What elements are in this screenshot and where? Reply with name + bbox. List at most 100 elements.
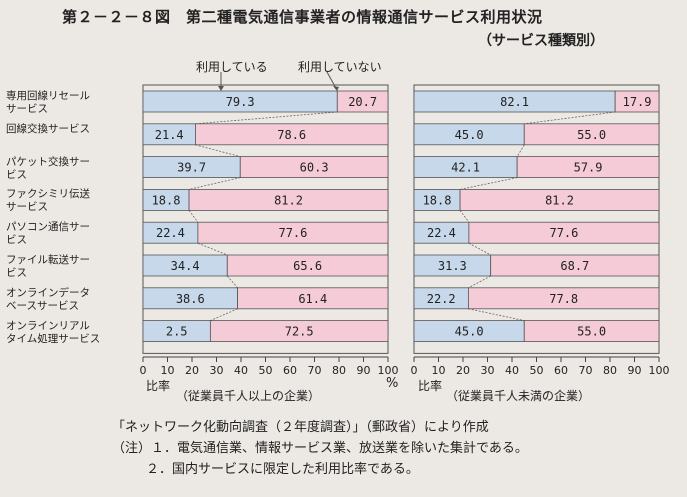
bar-label-used: 21.4 xyxy=(155,128,184,142)
category-label: ファクシミリ伝送 サービス xyxy=(6,188,90,214)
bar-not-used xyxy=(197,221,389,244)
bar-connector xyxy=(524,111,616,125)
bar-connector xyxy=(188,210,199,223)
panel-frame xyxy=(142,84,389,354)
axis-tick-label: 80 xyxy=(603,364,617,377)
bar-label-used: 18.8 xyxy=(423,193,452,207)
category-label: オンラインデータ ベースサービス xyxy=(6,286,90,312)
category-label: パソコン通信サー ビス xyxy=(6,221,90,247)
legend-arrow-used xyxy=(218,86,224,91)
chart-title: 第２－２－８図 第二種電気通信事業者の情報通信サービス利用状況 xyxy=(62,8,543,26)
chart-subtitle: （サービス種類別） xyxy=(478,33,604,49)
bar-not-used xyxy=(468,221,660,244)
axis-tick-label: 90 xyxy=(628,364,642,377)
legend-arrow-not-used xyxy=(333,86,339,91)
axis-tick-label: 20 xyxy=(185,364,199,377)
bar-not-used xyxy=(459,188,660,211)
bar-not-used xyxy=(209,320,389,343)
bar-not-used xyxy=(336,90,389,113)
ratio-label-left: 比率 xyxy=(146,379,171,393)
bar-connector xyxy=(195,144,241,157)
bar-connector xyxy=(516,144,525,157)
axis-tick-label: 70 xyxy=(308,364,322,377)
category-label: パケット交換サー ビス xyxy=(6,155,90,181)
axis-tick-label: 80 xyxy=(332,364,346,377)
bar-label-used: 22.4 xyxy=(156,226,185,240)
source-note: 「ネットワーク化動向調査（２年度調査）」（郵政省）により作成 xyxy=(112,420,489,435)
axis-tick-label: 30 xyxy=(481,364,495,377)
group-label-large: （従業員千人以上の企業） xyxy=(176,389,321,403)
bar-label-not-used: 72.5 xyxy=(285,325,314,339)
bar-label-used: 31.3 xyxy=(438,259,467,273)
axis-tick-label: 0 xyxy=(411,364,418,377)
category-label: 専用回線リセール サービス xyxy=(6,90,90,115)
legend-used: 利用している xyxy=(196,60,268,74)
axis-tick-label: 100 xyxy=(649,364,670,377)
bar-label-not-used: 57.9 xyxy=(574,161,603,175)
bar-connector xyxy=(468,308,525,321)
bar-label-not-used: 81.2 xyxy=(545,193,574,207)
bar-label-not-used: 20.7 xyxy=(348,95,377,109)
bar-label-not-used: 17.9 xyxy=(623,95,652,109)
axis-tick-label: 10 xyxy=(161,364,175,377)
axis-tick-label: 40 xyxy=(505,364,519,377)
axis-tick-label: 50 xyxy=(259,364,273,377)
bar-label-used: 2.5 xyxy=(166,325,188,339)
bar-label-not-used: 77.6 xyxy=(278,226,307,240)
bar-label-not-used: 60.3 xyxy=(300,161,329,175)
axis-tick-label: 60 xyxy=(283,364,297,377)
bar-label-used: 22.4 xyxy=(427,226,456,240)
bar-connector xyxy=(459,177,518,190)
bar-label-not-used: 81.2 xyxy=(274,193,303,207)
bar-label-used: 18.8 xyxy=(152,193,181,207)
bar-not-used xyxy=(490,254,660,277)
bar-connector xyxy=(188,177,241,190)
bar-not-used xyxy=(516,156,660,179)
axis-tick-label: 20 xyxy=(456,364,470,377)
bar-connector xyxy=(197,242,228,256)
axis-tick-label: 30 xyxy=(210,364,224,377)
bar-connector xyxy=(468,242,491,256)
bar-not-used xyxy=(239,156,389,179)
note-1: （注）１．電気通信業、情報サービス業、放送業を除いた集計である。 xyxy=(112,441,528,456)
bar-not-used xyxy=(237,287,389,310)
bar-connector xyxy=(468,275,491,289)
bar-label-used: 45.0 xyxy=(455,325,484,339)
legend-not-used: 利用していない xyxy=(298,60,382,74)
axis-tick-label: 90 xyxy=(357,364,371,377)
axis-tick-label: 10 xyxy=(432,364,446,377)
bar-not-used xyxy=(226,254,389,277)
bar-label-used: 45.0 xyxy=(455,128,484,142)
bar-label-used: 39.7 xyxy=(177,161,206,175)
bar-label-not-used: 55.0 xyxy=(577,325,606,339)
group-label-small: （従業員千人未満の企業） xyxy=(446,389,591,403)
percent-label-left: % xyxy=(386,376,399,391)
bar-label-not-used: 68.7 xyxy=(560,259,589,273)
bar-label-used: 82.1 xyxy=(500,95,529,109)
bar-label-not-used: 77.6 xyxy=(549,226,578,240)
panel-frame xyxy=(413,84,660,354)
category-label: オンラインリアル タイム処理サービス xyxy=(6,319,101,345)
axis-tick-label: 70 xyxy=(579,364,593,377)
axis-tick-label: 100 xyxy=(378,364,399,377)
bar-connector xyxy=(210,308,238,321)
bar-connector xyxy=(195,111,338,125)
bar-not-used xyxy=(523,123,660,146)
bar-not-used xyxy=(195,123,389,146)
bar-label-used: 38.6 xyxy=(176,292,205,306)
bar-not-used xyxy=(523,320,660,343)
bar-label-not-used: 55.0 xyxy=(577,128,606,142)
bar-label-used: 79.3 xyxy=(226,95,255,109)
axis-tick-label: 0 xyxy=(140,364,147,377)
bar-not-used xyxy=(467,287,660,310)
bar-label-used: 22.2 xyxy=(427,292,456,306)
axis-tick-label: 50 xyxy=(530,364,544,377)
bar-label-not-used: 65.6 xyxy=(293,259,322,273)
axis-tick-label: 60 xyxy=(554,364,568,377)
category-label: ファイル転送サー ビス xyxy=(6,254,90,279)
bar-label-used: 34.4 xyxy=(171,259,200,273)
bar-label-used: 42.1 xyxy=(451,161,480,175)
bar-label-not-used: 61.4 xyxy=(298,292,327,306)
axis-tick-label: 40 xyxy=(234,364,248,377)
